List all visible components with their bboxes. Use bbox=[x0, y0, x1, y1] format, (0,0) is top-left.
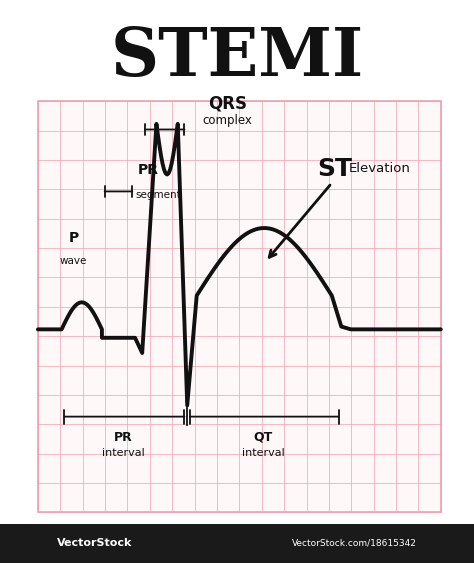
Text: P: P bbox=[68, 231, 79, 245]
Text: PR: PR bbox=[137, 163, 158, 177]
Text: VectorStock.com/18615342: VectorStock.com/18615342 bbox=[292, 539, 417, 548]
Text: complex: complex bbox=[202, 114, 253, 127]
Text: QT: QT bbox=[254, 431, 273, 444]
Bar bbox=[0, 524, 474, 563]
Text: Elevation: Elevation bbox=[348, 162, 410, 176]
Bar bbox=[38, 101, 441, 512]
Text: wave: wave bbox=[60, 256, 87, 266]
Text: VectorStock: VectorStock bbox=[57, 538, 132, 548]
Text: interval: interval bbox=[242, 448, 284, 458]
Text: interval: interval bbox=[102, 448, 145, 458]
Text: PR: PR bbox=[114, 431, 133, 444]
Text: ST: ST bbox=[318, 157, 353, 181]
Text: QRS: QRS bbox=[208, 95, 247, 113]
Text: segment: segment bbox=[135, 190, 181, 200]
Text: STEMI: STEMI bbox=[110, 25, 364, 90]
